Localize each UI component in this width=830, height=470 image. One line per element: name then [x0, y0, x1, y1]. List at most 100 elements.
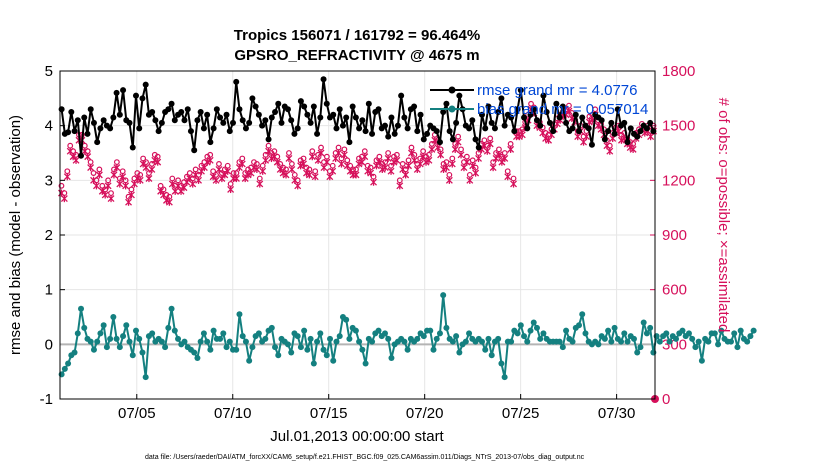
bias-point — [226, 338, 233, 345]
bias-point — [346, 335, 353, 342]
obs-assimilated-marker — [451, 145, 459, 153]
rmse-point — [323, 100, 330, 107]
bias-point — [65, 360, 72, 367]
x-tick-label: 07/25 — [502, 405, 540, 422]
bias-point — [637, 344, 644, 351]
obs-assimilated-marker — [565, 107, 573, 115]
rmse-point — [508, 114, 515, 121]
rmse-point — [601, 136, 608, 143]
obs-assimilated-marker — [387, 167, 395, 175]
bias-point — [333, 338, 340, 345]
bias-point — [330, 357, 337, 364]
rmse-point — [556, 114, 563, 121]
obs-assimilated-marker — [232, 174, 240, 183]
obs-assimilated-marker — [136, 176, 144, 184]
x-tick-label: 07/20 — [406, 405, 444, 422]
rmse-point — [262, 117, 269, 124]
rmse-point — [585, 125, 592, 132]
obs-assimilated-marker — [212, 176, 220, 184]
bias-point — [715, 341, 722, 348]
rmse-point — [414, 128, 421, 135]
rmse-point — [553, 100, 560, 107]
rmse-point — [478, 111, 485, 118]
rmse-point — [178, 109, 185, 115]
bias-point — [608, 338, 615, 345]
bias-point — [369, 338, 376, 345]
rmse-point — [252, 103, 259, 110]
bias-point — [323, 352, 330, 359]
rmse-point — [385, 133, 392, 140]
bias-point — [643, 330, 650, 337]
rmse-point — [391, 130, 398, 137]
bias-point — [142, 374, 149, 381]
bias-point — [530, 319, 537, 326]
rmse-point — [120, 87, 127, 94]
obs-assimilated-marker — [431, 136, 439, 144]
bias-point — [220, 330, 227, 337]
x-tick-label: 07/05 — [118, 405, 156, 422]
obs-assimilated-marker — [224, 167, 232, 175]
bias-point — [579, 311, 586, 318]
bias-point — [495, 335, 502, 342]
rmse-point — [634, 133, 641, 140]
bias-point — [634, 349, 641, 356]
bias-point — [74, 330, 81, 337]
rmse-point — [543, 109, 550, 115]
rmse-point — [433, 128, 440, 135]
rmse-point — [268, 114, 275, 121]
bias-point — [414, 335, 421, 342]
bias-point — [485, 335, 492, 342]
rmse-point — [249, 95, 256, 102]
rmse-point — [546, 119, 553, 126]
bias-point — [236, 311, 243, 318]
rmse-point — [307, 119, 314, 126]
rmse-point — [647, 119, 654, 126]
rmse-point — [165, 106, 172, 113]
obs-assimilated-marker — [437, 151, 445, 159]
obs-assimilated-marker — [486, 140, 494, 148]
rmse-point — [375, 106, 382, 113]
rmse-point — [598, 117, 605, 124]
bias-point — [673, 335, 680, 342]
rmse-point — [317, 114, 324, 121]
obs-assimilated-marker — [314, 156, 322, 164]
bias-point — [139, 349, 146, 356]
rmse-point — [517, 87, 524, 94]
bias-point — [294, 333, 301, 340]
bias-point — [268, 324, 275, 331]
rmse-point — [87, 106, 94, 113]
obs-assimilated-marker — [104, 182, 112, 190]
bias-point — [100, 322, 107, 329]
bias-point — [126, 338, 133, 345]
rmse-point — [475, 144, 482, 151]
obs-possible-marker — [90, 170, 97, 176]
rmse-point — [588, 141, 595, 148]
bias-point — [556, 338, 563, 345]
rmse-point — [210, 125, 217, 132]
x-axis-label: Jul.01,2013 00:00:00 start — [270, 428, 444, 445]
rmse-point — [136, 125, 143, 132]
y-axis-right-label: # of obs: o=possible; ×=assimilated — [715, 98, 732, 333]
bias-point — [462, 338, 469, 345]
obs-assimilated-marker — [308, 153, 316, 161]
bias-point — [381, 330, 388, 337]
bias-point — [158, 338, 165, 345]
bias-point — [97, 330, 104, 337]
rmse-point — [482, 125, 489, 132]
rmse-point — [336, 106, 343, 113]
rmse-point — [204, 111, 211, 118]
obs-assimilated-marker — [489, 163, 497, 172]
bias-point — [120, 333, 127, 340]
bias-point — [595, 341, 602, 348]
rmse-point — [116, 111, 123, 118]
obs-assimilated-marker — [265, 147, 273, 155]
rmse-point — [550, 128, 557, 135]
obs-assimilated-marker — [300, 160, 308, 168]
obs-assimilated-marker — [457, 151, 465, 159]
rmse-point — [259, 122, 266, 129]
y-left-tick-label: 0 — [45, 336, 53, 353]
bias-series — [58, 292, 757, 381]
obs-assimilated-marker — [95, 171, 103, 179]
bias-point — [255, 330, 262, 337]
y-left-tick-label: 4 — [45, 118, 53, 135]
